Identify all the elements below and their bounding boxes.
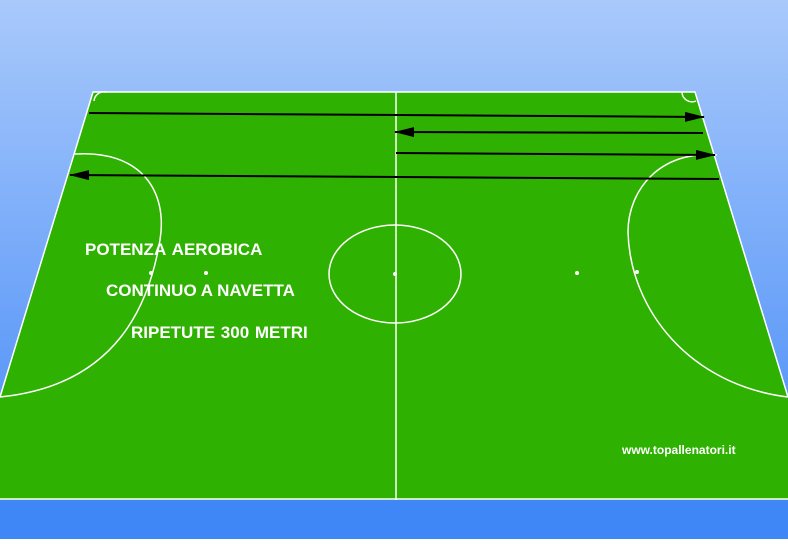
left-penalty-spot <box>149 271 153 275</box>
center-spot <box>393 272 397 276</box>
right-penalty-area <box>627 153 788 398</box>
right-penalty-spot <box>635 270 639 274</box>
corner-arc-top-left <box>93 91 107 102</box>
pitch-outline <box>0 91 788 398</box>
exercise-repetitions: RIPETUTE 300 METRI <box>131 323 308 342</box>
exercise-title: POTENZA AEROBICA <box>85 240 263 259</box>
corner-arc-top-right <box>681 91 697 103</box>
left-penalty-area <box>0 153 162 398</box>
pitch <box>0 92 788 500</box>
arrow-1-right <box>88 111 705 122</box>
bottom-band <box>0 500 788 539</box>
right-second-spot <box>575 271 579 275</box>
shuttle-arrows <box>69 111 720 181</box>
pitch-markings <box>0 91 788 500</box>
website-watermark: www.topallenatori.it <box>622 443 736 457</box>
spots <box>149 270 639 276</box>
arrow-4-left <box>69 170 720 181</box>
left-second-spot <box>204 271 208 275</box>
center-circle <box>328 224 462 324</box>
arrow-3-right <box>395 149 716 160</box>
exercise-subtitle: CONTINUO A NAVETTA <box>106 281 295 300</box>
arrow-2-left <box>394 127 704 138</box>
